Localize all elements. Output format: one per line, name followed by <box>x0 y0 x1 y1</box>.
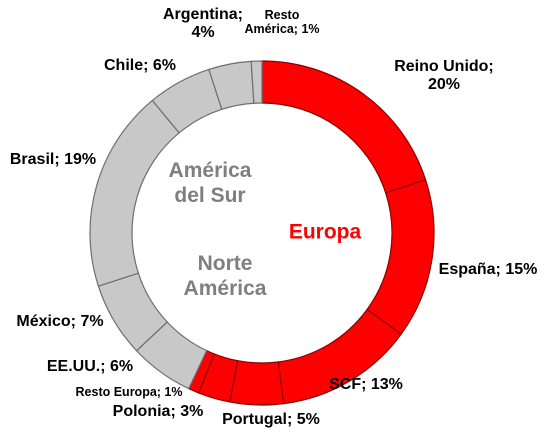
slice-label: EE.UU.; 6% <box>47 358 133 375</box>
donut-segments <box>89 60 435 406</box>
donut-slice <box>250 60 263 104</box>
slice-label: Polonia; 3% <box>113 403 204 420</box>
center-label-norte-america: Norte América <box>184 252 267 300</box>
slice-label: Portugal; 5% <box>222 411 320 428</box>
slice-label: Resto América; 1% <box>244 8 319 36</box>
donut-slice <box>366 179 435 335</box>
donut-slice <box>89 99 180 287</box>
slice-label: España; 15% <box>439 261 538 278</box>
slice-label: SCF; 13% <box>329 376 403 393</box>
center-label-america-del-sur: América del Sur <box>169 159 252 207</box>
slice-label: Reino Unido; 20% <box>394 58 494 93</box>
slice-label: Chile; 6% <box>104 57 176 74</box>
donut-slice <box>229 359 285 406</box>
slice-label: México; 7% <box>16 313 103 330</box>
donut-slice <box>261 60 427 194</box>
center-label-europa: Europa <box>289 220 362 243</box>
slice-label: Argentina; 4% <box>163 6 243 41</box>
slice-label: Brasil; 19% <box>10 151 96 168</box>
center-labels: América del Sur Norte América Europa <box>169 159 362 300</box>
slice-labels: Reino Unido; 20% España; 15% SCF; 13% Portug… <box>10 6 537 428</box>
slice-label: Resto Europa; 1% <box>76 385 183 399</box>
